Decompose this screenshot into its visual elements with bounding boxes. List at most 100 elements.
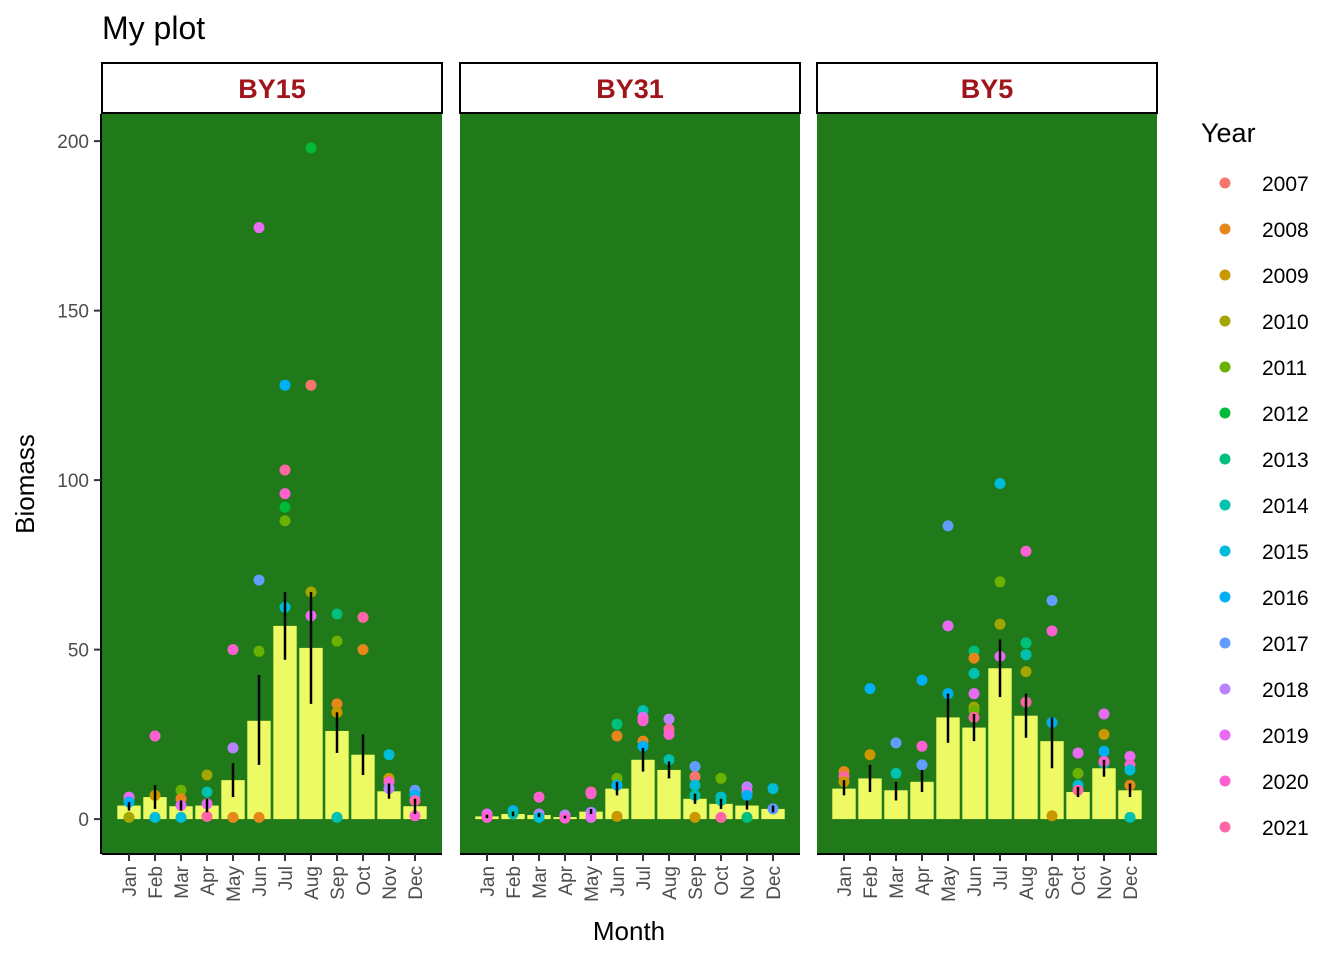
legend-item-2016: 2016 (1219, 587, 1309, 610)
x-tick-label: Jul (276, 866, 297, 890)
facet-strip (101, 62, 443, 114)
point-2008 (253, 811, 265, 823)
y-tick-label: 150 (57, 302, 89, 323)
facet-panel-by31: BY31 Jan Feb Mar Apr May Jun Jul Aug Sep Oct Nov Dec (459, 62, 801, 902)
facet-strip-label: BY15 (238, 74, 306, 104)
legend-item-2014: 2014 (1219, 495, 1309, 518)
legend-label: 2021 (1262, 817, 1309, 840)
x-tick-label: Mar (172, 865, 193, 898)
x-tick-label: Mar (530, 865, 551, 898)
legend-swatch (1219, 637, 1231, 649)
point-2015 (767, 783, 779, 795)
legend-label: 2016 (1262, 587, 1309, 610)
point-2018 (227, 742, 239, 754)
bar-sep (683, 798, 707, 820)
point-2015 (533, 811, 545, 823)
facet-strip (459, 62, 801, 114)
point-2014 (1020, 649, 1032, 661)
x-tick-label: May (224, 866, 245, 902)
bar-sep (1040, 741, 1064, 820)
legend-item-2021: 2021 (1219, 817, 1309, 840)
point-2008 (611, 730, 623, 742)
point-2020 (409, 810, 421, 822)
bar-nov (377, 791, 401, 820)
point-2008 (968, 652, 980, 664)
point-2014 (201, 786, 213, 798)
x-tick-label: Apr (913, 865, 934, 895)
y-axis: 0 50 100 150 200 (57, 114, 102, 854)
x-tick-label: Apr (198, 865, 219, 895)
point-2021 (279, 464, 291, 476)
point-2016 (864, 683, 876, 695)
point-2017 (689, 761, 701, 773)
point-2013 (741, 811, 753, 823)
x-tick-label: Dec (1121, 866, 1142, 900)
x-tick-label: Nov (1095, 866, 1116, 900)
x-tick-label: Jul (991, 866, 1012, 890)
point-2011 (175, 784, 187, 796)
legend-label: 2007 (1262, 173, 1309, 196)
bar-jun (247, 720, 271, 820)
point-2020 (663, 728, 675, 740)
bar-oct (351, 754, 375, 820)
bar-apr (910, 781, 934, 820)
legend-item-2010: 2010 (1219, 311, 1309, 334)
legend-swatch (1219, 775, 1231, 787)
point-2020 (1020, 545, 1032, 557)
x-tick-label: Jan (835, 866, 856, 897)
point-2020 (637, 715, 649, 727)
x-tick-label: Aug (1017, 866, 1038, 900)
bar-aug (299, 647, 323, 820)
x-tick-label: Feb (861, 866, 882, 899)
point-2013 (611, 718, 623, 730)
legend-swatch (1219, 683, 1231, 695)
point-2014 (968, 667, 980, 679)
y-axis-title: Biomass (10, 434, 40, 534)
y-tick-label: 100 (57, 471, 89, 492)
legend-item-2019: 2019 (1219, 725, 1309, 748)
x-tick-label: May (939, 866, 960, 902)
x-tick-label: Jan (478, 866, 499, 897)
point-2014 (663, 754, 675, 766)
bar-jul (631, 759, 655, 820)
y-tick-label: 0 (78, 810, 89, 831)
legend-label: 2011 (1262, 357, 1307, 380)
x-tick-label: Feb (504, 866, 525, 899)
x-tick-label: Jun (608, 866, 629, 897)
facet-panel-by5: BY5 Jan Feb Mar Apr May Jun Jul Aug Sep Oct Nov Dec (816, 62, 1158, 902)
legend-swatch (1219, 591, 1231, 603)
point-2015 (383, 749, 395, 761)
x-tick-label: Nov (380, 866, 401, 900)
legend-item-2020: 2020 (1219, 771, 1309, 794)
point-2008 (331, 698, 343, 710)
point-2010 (201, 769, 213, 781)
point-2020 (227, 644, 239, 656)
legend-swatch (1219, 821, 1231, 833)
legend-label: 2008 (1262, 219, 1309, 242)
point-2011 (994, 576, 1006, 588)
legend: Year 2007 2008 2009 2010 2011 2012 2013 2014 201… (1201, 118, 1309, 840)
point-2011 (253, 645, 265, 657)
legend-swatch (1219, 545, 1231, 557)
point-2015 (1124, 764, 1136, 776)
bar-sep (325, 730, 349, 820)
point-2020 (149, 730, 161, 742)
point-2020 (1046, 625, 1058, 637)
point-2017 (1046, 594, 1058, 606)
point-2016 (279, 379, 291, 391)
bar-dec (1118, 790, 1142, 820)
point-2013 (1020, 637, 1032, 649)
point-2014 (331, 811, 343, 823)
legend-label: 2014 (1262, 495, 1309, 518)
legend-label: 2013 (1262, 449, 1309, 472)
point-2016 (637, 740, 649, 752)
legend-swatch (1219, 269, 1231, 281)
point-2017 (253, 574, 265, 586)
legend-item-2009: 2009 (1219, 265, 1309, 288)
point-2019 (942, 620, 954, 632)
point-2015 (175, 811, 187, 823)
chart-title: My plot (102, 10, 205, 46)
panel-background (817, 114, 1157, 853)
bar-jul (988, 668, 1012, 820)
legend-swatch (1219, 177, 1231, 189)
